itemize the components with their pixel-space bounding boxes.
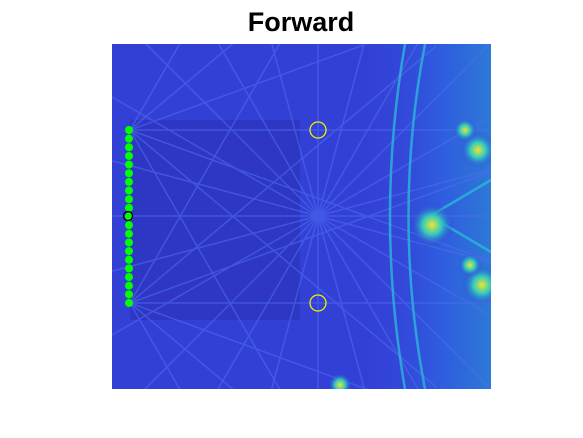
sensor-dot [125,290,133,299]
sensor-dot [125,238,133,247]
ray [129,44,369,131]
sensor-dot [125,273,133,282]
ray [317,44,491,217]
sensor-dot [125,299,133,307]
sensor-dot [125,255,133,264]
ray [317,115,491,217]
sensor-dot [125,186,133,195]
sensor-dot [125,169,133,178]
ray [112,96,319,217]
sensor-dot [125,264,133,273]
sensor-dot [125,247,133,256]
ray [270,215,319,389]
source-marker [122,210,134,222]
hotspots [328,118,491,389]
ray [129,302,181,389]
sensor-dot [125,151,133,160]
ray [129,44,181,131]
ray [129,129,437,388]
sensor-dot [125,195,133,204]
ray [317,168,491,217]
wavefront [388,44,407,389]
ray [129,129,491,263]
ray [129,45,437,304]
sensor-dot [125,281,133,290]
sensor-dot [125,160,133,169]
hotspot [328,373,352,389]
sensor-dot [125,126,133,134]
ray [143,215,319,389]
hotspot [453,118,477,142]
ray [317,44,419,217]
ray [317,215,419,389]
hotspot [458,253,482,277]
ray [129,302,234,389]
sensor-array [125,126,133,307]
sensor-dot [125,229,133,238]
sensor-dot [125,134,133,143]
target-marker [309,294,327,312]
ray [129,170,491,304]
ray [317,215,491,317]
hotspot [410,203,454,247]
sensor-dot [125,221,133,230]
sensor-dot [125,143,133,152]
ray [317,215,491,264]
title: Forward [248,7,355,37]
ray [217,44,319,217]
sensor-dot [125,212,133,221]
ray [317,215,366,389]
ray [217,215,319,389]
target-marker [309,121,327,139]
ray [129,302,369,389]
sensor-dot [125,177,133,186]
sensor-dot [125,203,133,212]
ray [271,44,319,217]
ray [129,44,234,131]
ray [144,44,319,217]
wavefront [407,44,427,389]
ray [317,215,491,389]
ray [317,44,365,217]
ray [129,44,281,304]
